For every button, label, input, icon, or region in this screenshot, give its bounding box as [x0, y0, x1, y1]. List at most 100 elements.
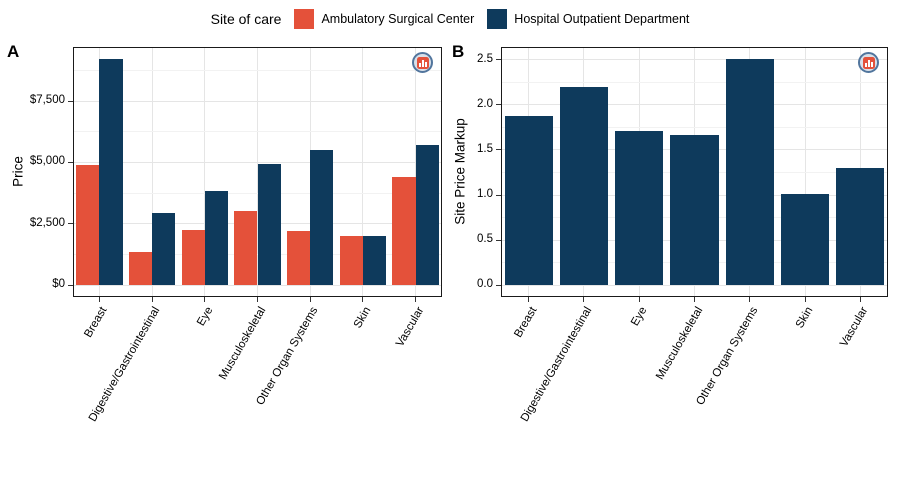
legend-label-asc: Ambulatory Surgical Center [321, 12, 475, 26]
logo-mini-bar-icon [864, 62, 867, 67]
bar [339, 236, 363, 286]
logo-mark-icon [416, 56, 429, 69]
x-tick-mark [859, 297, 861, 302]
x-tick-label: Digestive/Gastrointestinal [86, 305, 163, 424]
x-tick-label: Breast [82, 305, 110, 340]
hopd-color-swatch-icon [487, 9, 508, 29]
x-tick-mark [309, 297, 311, 302]
y-tick-label: $7,500 [29, 94, 65, 106]
panel-b-letter: B [452, 42, 465, 61]
y-tick-mark [496, 239, 501, 241]
h-gridline-minor [74, 69, 441, 71]
x-tick-label: Vascular [393, 305, 427, 350]
legend: Site of care Ambulatory Surgical Center … [0, 9, 900, 29]
x-tick-label: Vascular [838, 305, 871, 350]
y-tick-label: 1.5 [477, 142, 493, 155]
bar [670, 135, 719, 286]
v-gridline [151, 48, 153, 296]
panel-border [501, 47, 888, 297]
h-gridline-major [502, 284, 887, 286]
logo-mini-bar-icon [867, 59, 870, 67]
y-tick-label: $2,500 [29, 216, 65, 229]
v-gridline [362, 48, 364, 296]
panel-a-letter: A [7, 42, 20, 61]
y-tick-mark [496, 104, 501, 106]
x-tick-mark [362, 297, 364, 302]
bar [287, 231, 311, 286]
bar [204, 190, 228, 286]
brand-logo-badge [412, 52, 433, 73]
panel-border [73, 47, 442, 297]
y-tick-mark [496, 59, 501, 61]
y-tick-mark [496, 284, 501, 286]
x-tick-label: Digestive/Gastrointestinal [518, 305, 595, 424]
bar [152, 212, 176, 286]
logo-mini-bar-icon [870, 61, 873, 67]
x-tick-label: Other Organ Systems [694, 305, 761, 408]
brand-logo-badge [858, 52, 879, 73]
logo-mini-bar-icon [421, 59, 424, 67]
y-tick-mark [68, 284, 73, 286]
x-tick-mark [415, 297, 417, 302]
h-gridline-major [74, 161, 441, 163]
y-tick-mark [496, 149, 501, 151]
bar [504, 116, 553, 286]
y-tick-label: 2.0 [477, 97, 493, 110]
bar [99, 59, 123, 286]
x-tick-label: Eye [194, 305, 216, 329]
x-tick-label: Breast [512, 305, 540, 340]
legend-item-ambulatory-surgical-center: Ambulatory Surgical Center [294, 9, 474, 29]
y-tick-label: $0 [52, 278, 65, 291]
logo-mini-bar-icon [418, 62, 421, 67]
legend-label-hopd: Hospital Outpatient Department [514, 12, 690, 26]
x-tick-label: Eye [629, 305, 650, 329]
v-gridline [204, 48, 206, 296]
y-tick-mark [68, 161, 73, 163]
bar [234, 211, 258, 286]
x-tick-mark [528, 297, 530, 302]
x-tick-mark [151, 297, 153, 302]
x-tick-label: Skin [351, 305, 374, 331]
legend-title: Site of care [210, 11, 282, 27]
bar [392, 177, 416, 286]
bar [559, 86, 608, 286]
h-gridline-minor [502, 126, 887, 128]
bar [725, 58, 774, 286]
bar [362, 236, 387, 286]
x-tick-mark [749, 297, 751, 302]
h-gridline-minor [502, 81, 887, 83]
y-tick-mark [68, 223, 73, 225]
x-tick-mark [257, 297, 258, 302]
logo-mark-icon [862, 56, 875, 69]
x-tick-label: Skin [793, 305, 816, 331]
x-tick-mark [98, 297, 100, 302]
h-gridline-major [502, 104, 887, 106]
x-tick-label: Musculoskeletal [653, 305, 705, 382]
h-gridline-major [74, 100, 441, 102]
bar [76, 164, 100, 286]
x-tick-mark [583, 297, 585, 302]
y-tick-label: 0.5 [477, 233, 493, 246]
y-tick-label: 1.0 [477, 188, 493, 200]
y-tick-label: 2.5 [477, 52, 493, 65]
x-tick-label: Other Organ Systems [254, 305, 321, 408]
x-tick-mark [804, 297, 806, 302]
y-tick-label: 0.0 [477, 278, 493, 291]
x-tick-mark [638, 297, 640, 302]
y-tick-label: $5,000 [29, 155, 65, 168]
y-tick-mark [68, 100, 73, 102]
h-gridline-minor [74, 131, 441, 133]
bar [781, 194, 830, 286]
logo-mini-bar-icon [424, 61, 427, 67]
bar [836, 167, 885, 286]
bar [415, 145, 439, 286]
bar [257, 163, 281, 286]
h-gridline-major [502, 59, 887, 61]
bar [181, 229, 205, 286]
x-tick-mark [204, 297, 206, 302]
y-tick-mark [496, 194, 501, 196]
x-tick-mark [694, 297, 695, 302]
x-tick-label: Musculoskeletal [216, 305, 268, 382]
asc-color-swatch-icon [294, 9, 315, 29]
